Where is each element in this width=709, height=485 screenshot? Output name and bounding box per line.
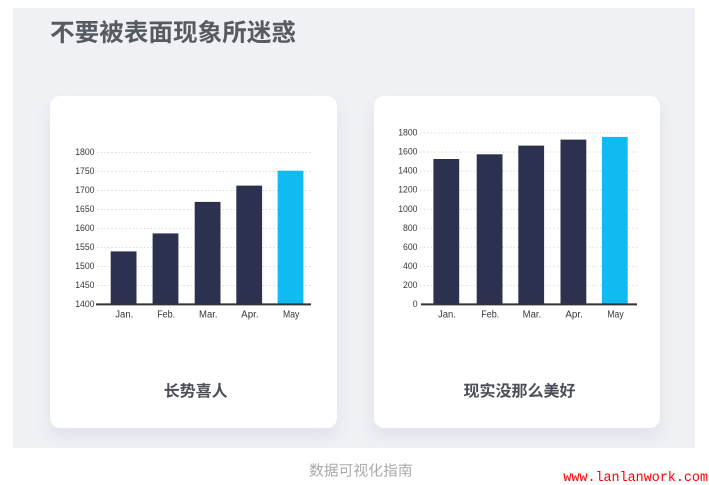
svg-text:1650: 1650 xyxy=(75,204,94,215)
svg-text:Mar.: Mar. xyxy=(523,309,542,320)
svg-text:1550: 1550 xyxy=(75,242,94,253)
svg-text:Mar.: Mar. xyxy=(199,309,218,320)
svg-text:0: 0 xyxy=(413,299,418,310)
svg-text:May: May xyxy=(607,309,623,320)
svg-text:1750: 1750 xyxy=(75,166,94,177)
svg-text:1500: 1500 xyxy=(75,261,94,272)
svg-text:400: 400 xyxy=(403,261,418,272)
svg-text:200: 200 xyxy=(403,280,418,291)
svg-text:1800: 1800 xyxy=(75,147,94,158)
svg-text:1600: 1600 xyxy=(398,147,417,158)
svg-text:May: May xyxy=(283,309,299,320)
svg-text:1600: 1600 xyxy=(75,223,94,234)
svg-text:Jan.: Jan. xyxy=(115,309,133,320)
svg-text:Jan.: Jan. xyxy=(438,309,456,320)
svg-text:1800: 1800 xyxy=(398,128,417,139)
svg-text:1200: 1200 xyxy=(398,185,417,196)
svg-text:Apr.: Apr. xyxy=(565,309,583,320)
svg-text:1400: 1400 xyxy=(398,166,417,177)
svg-text:800: 800 xyxy=(403,223,418,234)
svg-text:Apr.: Apr. xyxy=(241,309,259,320)
svg-text:1000: 1000 xyxy=(398,204,417,215)
svg-text:1450: 1450 xyxy=(75,280,94,291)
svg-text:Feb.: Feb. xyxy=(481,309,499,320)
svg-text:1700: 1700 xyxy=(75,185,94,196)
svg-text:1400: 1400 xyxy=(75,299,94,310)
svg-text:600: 600 xyxy=(403,242,418,253)
svg-text:Feb.: Feb. xyxy=(157,309,175,320)
